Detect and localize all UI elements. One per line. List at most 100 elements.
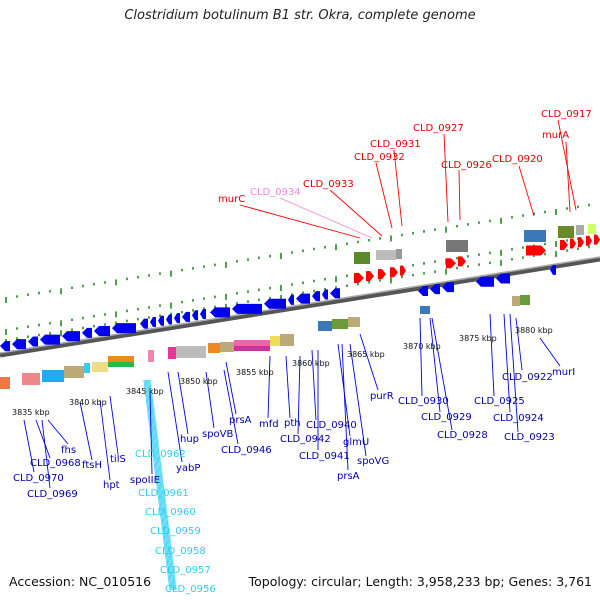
gene-label[interactable]: glmU [343,437,369,448]
feature-block [576,225,584,235]
gene-label[interactable]: prsA [229,415,252,426]
leader-line [503,313,511,413]
gene-arrow [312,291,320,302]
gene-label[interactable]: CLD_0920 [492,154,543,165]
bottom-gene-labels: fhs CLD_0968 CLD_0970 CLD_0969 ftsH hpt … [13,367,575,500]
gene-label[interactable]: CLD_0929 [421,412,472,423]
gene-label[interactable]: prsA [337,471,360,482]
feature-block [0,377,10,389]
gene-label[interactable]: CLD_0923 [504,432,555,443]
rna-column [146,379,174,591]
leader-line [375,162,393,229]
gene-label[interactable]: purR [370,391,394,402]
genome-backbone [0,256,600,358]
leader-line [509,313,519,433]
gene-label[interactable]: CLD_0930 [398,396,449,407]
gene-arrow [264,298,286,309]
leader-line [239,204,361,239]
gene-label[interactable]: fhs [61,445,76,456]
gene-label[interactable]: pth [284,418,301,429]
scale-labels: 3835 kbp 3840 kbp 3845 kbp 3850 kbp 3855… [12,326,553,417]
gene-label[interactable]: CLD_0956 [165,584,216,595]
leader-line [41,419,51,489]
gene-label[interactable]: CLD_0928 [437,430,488,441]
gene-arrow [578,237,584,248]
gene-label[interactable]: CLD_0941 [299,451,350,462]
gene-arrow [330,288,340,299]
gene-label[interactable]: tilS [110,454,126,465]
leader-line [359,333,379,391]
gene-arrow [446,258,456,269]
scale-label: 3840 kbp [69,398,107,407]
gene-label[interactable]: mfd [259,419,279,430]
rna-gene-labels: CLD_0961 CLD_0960 CLD_0959 CLD_0958 CLD_… [138,488,216,595]
feature-block [220,342,234,352]
feature-block [92,362,108,372]
gene-label[interactable]: CLD_0957 [160,565,211,576]
topology-text: Topology: circular; Length: 3,958,233 bp… [248,574,592,589]
gene-arrow [174,313,180,324]
gene-label[interactable]: CLD_0959 [150,526,201,537]
leader-line [393,149,403,227]
gene-arrow [458,256,466,267]
gene-arrow [82,327,92,338]
gene-label[interactable]: spoVB [202,429,234,440]
gene-label[interactable]: CLD_0933 [303,179,354,190]
gene-label[interactable]: CLD_0927 [413,123,464,134]
feature-block [168,347,176,359]
gene-label[interactable]: murC [218,194,245,205]
gene-label[interactable]: murI [552,367,575,378]
gene-label[interactable]: CLD_0942 [280,434,331,445]
feature-block [588,224,596,234]
gene-arrow [296,293,310,304]
leader-line [341,343,349,471]
gene-label[interactable]: ftsH [82,460,102,471]
leader-line [515,317,523,371]
gene-label[interactable]: CLD_0932 [354,152,405,163]
leader-line [79,401,93,461]
leader-line [109,395,119,455]
feature-block [318,321,332,331]
gene-label[interactable]: murA [542,130,569,141]
gene-arrow [40,334,60,345]
gene-label[interactable]: CLD_0946 [221,445,272,456]
gene-label[interactable]: yabP [176,463,200,474]
gene-arrow [354,273,364,283]
gene-arrow [210,307,230,318]
rna-column [144,379,172,591]
gene-arrow [232,303,262,314]
leader-line [35,419,51,459]
gene-label[interactable]: CLD_0934 [250,187,301,198]
gene-arrow [594,234,600,245]
gene-label[interactable]: CLD_0962 [135,449,186,460]
leader-line [489,313,495,397]
gene-label[interactable]: CLD_0924 [493,413,544,424]
gene-label[interactable]: CLD_0917 [541,109,592,120]
rna-column [147,379,175,591]
gene-label[interactable]: CLD_0958 [155,546,206,557]
rna-column [148,379,176,591]
gene-arrow [378,269,386,280]
accession-text: Accession: NC_010516 [9,574,152,589]
feature-block [270,336,280,346]
gene-label[interactable]: CLD_0968 [30,458,81,469]
gene-label[interactable]: CLD_0922 [502,372,553,383]
gene-label[interactable]: CLD_0940 [306,420,357,431]
gene-label[interactable]: CLD_0926 [441,160,492,171]
gene-label[interactable]: spoVG [357,456,389,467]
scale-label: 3855 kbp [236,368,274,377]
gene-label[interactable]: CLD_0960 [145,507,196,518]
gene-label[interactable]: spoIIE [130,475,160,486]
gene-arrow [526,245,546,256]
gene-label[interactable]: hup [180,434,199,445]
gene-label[interactable]: CLD_0961 [138,488,189,499]
gene-label[interactable]: hpt [103,480,120,491]
gene-arrow [140,318,148,329]
gene-label[interactable]: CLD_0969 [27,489,78,500]
gene-label[interactable]: CLD_0931 [370,139,421,150]
gene-arrow [62,331,80,342]
gene-blocks [0,224,600,591]
gene-label[interactable]: CLD_0925 [474,396,525,407]
gene-label[interactable]: CLD_0970 [13,473,64,484]
